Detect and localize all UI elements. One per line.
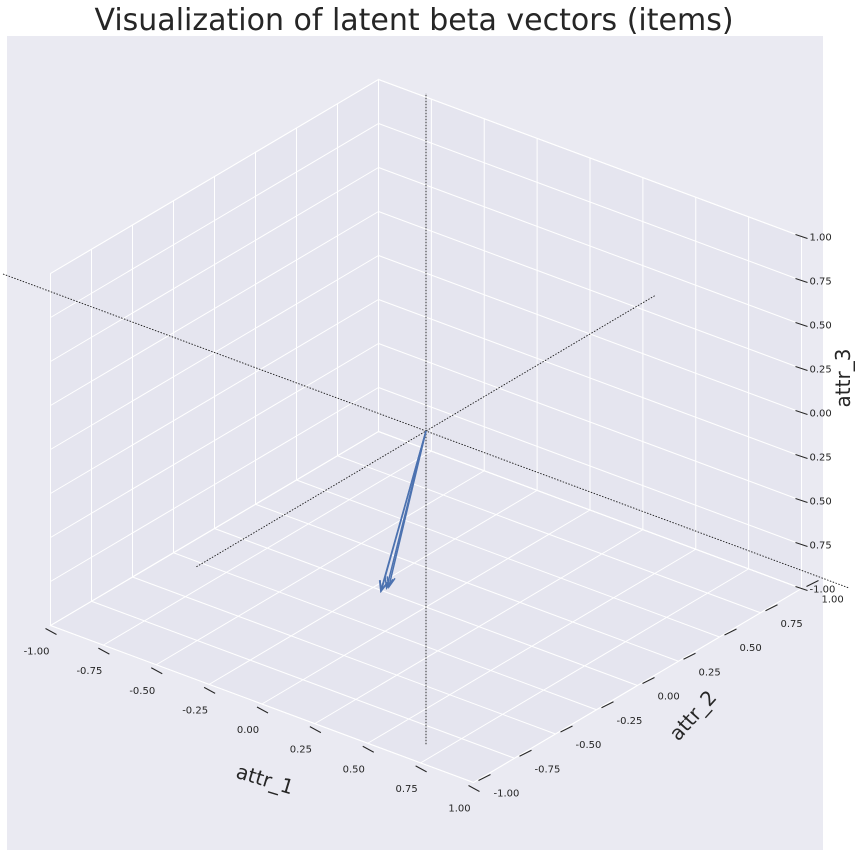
x-tick: [468, 785, 480, 792]
grid-line: [50, 167, 379, 362]
y-tick-label: 0.25: [699, 667, 721, 678]
grid-line: [378, 167, 802, 325]
grid-line: [50, 123, 379, 318]
x-tick-label: 0.50: [343, 764, 365, 775]
grid-line: [296, 479, 720, 638]
tick-group: -1.00 -0.75 -0.50 -0.25 0.00 0.25 0.50 0.75 1.00…: [24, 233, 844, 815]
z-tick-label: 0.50: [810, 321, 832, 332]
y-tick-label: 1.00: [822, 595, 844, 606]
vector-shaft: [388, 430, 427, 588]
y-tick-label: -1.00: [494, 789, 520, 800]
x-tick: [415, 765, 427, 773]
grid-line: [50, 211, 379, 406]
grid-line: [314, 529, 644, 725]
grid-line: [214, 528, 638, 686]
grid-line: [378, 79, 802, 237]
grid-line: [255, 503, 679, 662]
z-tick-label: 0.50: [810, 497, 832, 508]
vector-arrowhead: [384, 577, 394, 590]
y-tick: [478, 774, 491, 781]
y-tick: [724, 628, 737, 636]
z-tick: [795, 454, 808, 459]
grid-line: [378, 123, 802, 281]
x-tick-label: 0.25: [290, 745, 312, 756]
grid-line: [378, 431, 802, 589]
y-tick: [601, 701, 614, 709]
grid-line: [50, 79, 379, 274]
y-tick-label: -0.75: [535, 764, 561, 775]
x-tick-label: -0.50: [129, 686, 155, 697]
grid-line: [420, 568, 749, 764]
vector-arrowhead: [386, 576, 396, 590]
z-axis-label: attr_3: [831, 349, 855, 408]
grid-line: [473, 588, 802, 783]
y-tick: [519, 749, 532, 757]
y-tick: [765, 604, 778, 612]
x-tick: [256, 706, 269, 714]
x-tick: [151, 667, 163, 675]
x-tick-label: 0.75: [395, 784, 417, 795]
vector-group: [378, 430, 427, 593]
x-tick-label: -0.75: [76, 666, 102, 677]
z-tick-label: 0.25: [810, 365, 832, 376]
x-tick: [309, 726, 322, 734]
z-tick: [795, 586, 808, 591]
y-tick: [642, 677, 655, 684]
z-tick: [795, 278, 808, 283]
y-tick-label: -0.50: [576, 740, 602, 751]
x-tick: [362, 745, 374, 753]
y-reference-line: [196, 294, 656, 568]
grid-line: [337, 455, 761, 614]
grid-line: [367, 548, 697, 744]
y-tick-label: 0.50: [740, 643, 762, 654]
x-tick-label: 1.00: [448, 804, 470, 815]
z-tick: [795, 498, 808, 503]
y-tick-label: 0.75: [781, 619, 803, 630]
x-tick: [45, 628, 57, 635]
grid-line: [378, 211, 802, 369]
y-tick-label: -0.25: [617, 716, 643, 727]
chart-title: Visualization of latent beta vectors (it…: [94, 3, 733, 38]
x-tick-label: -0.25: [182, 705, 208, 716]
z-tick-label: 0.00: [810, 409, 832, 420]
y-tick-label: 0.00: [658, 692, 680, 703]
z-tick-label: 1.00: [810, 233, 832, 244]
z-tick: [795, 542, 808, 547]
y-tick: [560, 725, 573, 733]
z-tick: [795, 234, 808, 239]
y-tick: [683, 652, 696, 660]
vector-shaft: [380, 430, 427, 592]
x-tick: [203, 686, 216, 694]
z-tick: [795, 366, 808, 371]
z-tick-label: 0.25: [810, 453, 832, 464]
z-tick: [795, 410, 808, 415]
x-tick-label: 0.00: [237, 725, 259, 736]
z-tick-label: 0.75: [810, 277, 832, 288]
z-tick-label: -1.00: [810, 585, 836, 596]
x-tick-label: -1.00: [24, 647, 50, 658]
z-tick: [795, 322, 808, 327]
y-tick: [806, 580, 819, 587]
x-tick: [98, 647, 110, 655]
z-tick-label: 0.75: [810, 541, 832, 552]
vector-arrowhead: [379, 580, 389, 593]
